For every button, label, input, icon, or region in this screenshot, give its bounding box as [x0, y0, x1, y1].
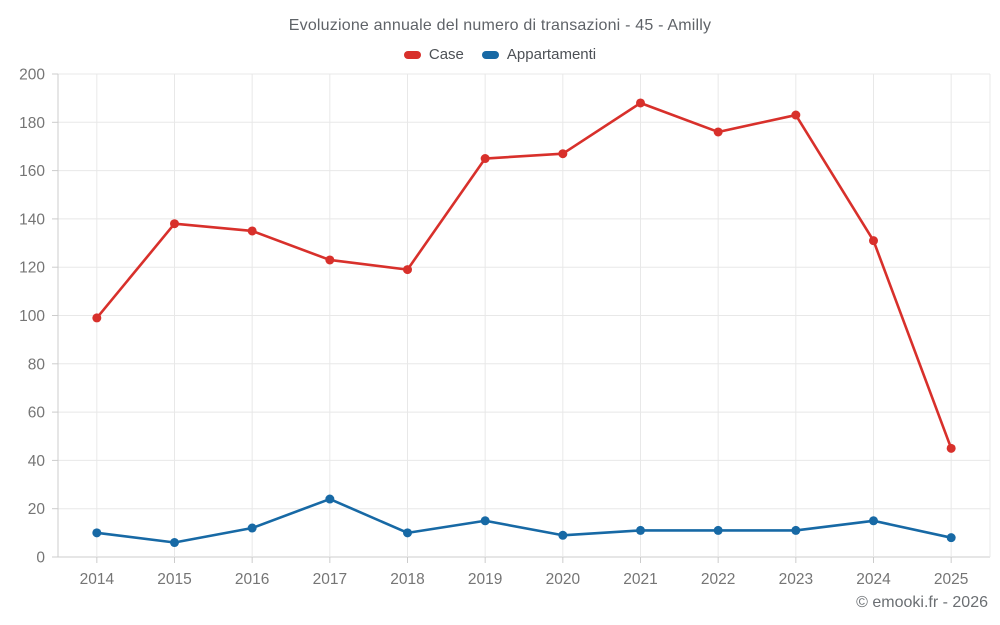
- data-point: [713, 525, 723, 535]
- data-point: [791, 525, 801, 535]
- series-appartamenti: [92, 494, 956, 548]
- x-axis-tick-label: 2017: [313, 571, 347, 588]
- x-axis-tick-label: 2021: [623, 571, 657, 588]
- data-point: [480, 516, 490, 526]
- appartamenti-series-swatch-icon: [481, 50, 499, 59]
- x-axis-tick-label: 2022: [701, 571, 735, 588]
- x-axis-tick-label: 2015: [157, 571, 191, 588]
- x-axis-tick-label: 2025: [934, 571, 968, 588]
- x-axis-tick-label: 2024: [856, 571, 891, 588]
- data-point: [325, 494, 335, 504]
- y-axis-tick-label: 140: [19, 211, 45, 228]
- data-point: [636, 525, 645, 535]
- x-axis-tick-label: 2014: [80, 571, 115, 588]
- data-point: [946, 443, 956, 453]
- data-point: [791, 110, 801, 120]
- legend-label-case: Case: [428, 46, 464, 63]
- legend-label-appartamenti: Appartamenti: [506, 46, 597, 63]
- y-axis-tick-label: 60: [28, 405, 46, 422]
- copyright-watermark: © emooki.fr - 2026: [856, 594, 988, 611]
- y-axis-tick-label: 200: [19, 67, 45, 84]
- x-axis-tick-label: 2020: [546, 571, 581, 588]
- y-axis-tick-label: 40: [28, 453, 46, 470]
- data-point: [558, 530, 568, 540]
- legend-item-appartamenti[interactable]: Appartamenti: [481, 46, 597, 63]
- data-point: [713, 127, 723, 137]
- x-axis-tick-label: 2023: [779, 571, 813, 588]
- chart-legend: Case Appartamenti: [0, 46, 1000, 63]
- data-point: [636, 98, 645, 108]
- y-axis-tick-label: 100: [19, 308, 45, 325]
- data-point: [247, 226, 257, 236]
- axes: 0 20 40 60 80 100 120 140 160 180 200 2014 2015 2016 2…: [19, 67, 968, 589]
- data-point: [170, 219, 179, 229]
- x-axis-tick-label: 2016: [235, 571, 269, 588]
- x-axis-tick-label: 2018: [390, 571, 424, 588]
- data-point: [170, 538, 179, 548]
- y-axis-tick-label: 0: [36, 550, 45, 567]
- data-point: [325, 255, 335, 265]
- data-point: [247, 523, 257, 533]
- y-axis-tick-label: 120: [19, 260, 45, 277]
- series-case: [92, 98, 956, 453]
- data-point: [869, 236, 878, 246]
- data-point: [869, 516, 878, 526]
- data-point: [403, 265, 412, 275]
- data-point: [92, 313, 102, 323]
- gridlines: [58, 73, 991, 558]
- data-point: [403, 528, 412, 538]
- legend-item-case[interactable]: Case: [403, 46, 464, 63]
- y-axis-tick-label: 20: [28, 501, 46, 518]
- data-point: [558, 149, 568, 159]
- y-axis-tick-label: 80: [28, 356, 46, 373]
- data-point: [92, 528, 102, 538]
- data-point: [480, 154, 490, 164]
- y-axis-tick-label: 160: [19, 163, 45, 180]
- x-axis-tick-label: 2019: [468, 571, 502, 588]
- data-point: [946, 533, 956, 543]
- chart-title: Evoluzione annuale del numero di transaz…: [288, 17, 712, 34]
- case-series-swatch-icon: [403, 50, 421, 59]
- y-axis-tick-label: 180: [19, 115, 45, 132]
